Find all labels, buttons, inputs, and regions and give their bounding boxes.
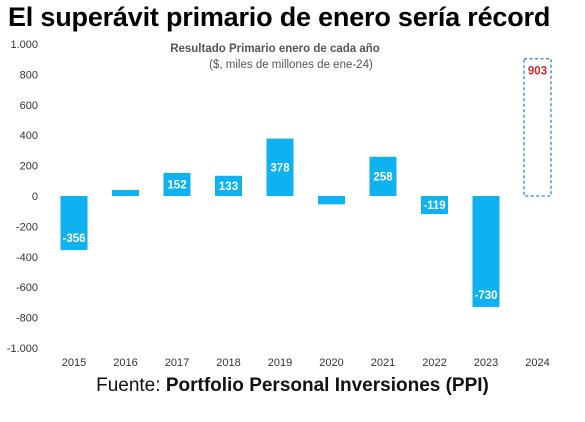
data-label: 152 [167, 179, 186, 191]
data-label: 378 [270, 162, 290, 174]
bar [163, 172, 191, 196]
source-name: Portfolio Personal Inversiones (PPI) [165, 375, 489, 396]
y-axis-ticks: 1.000 800 600 400 200 0 -200 -400 -600 -800 -1.000 [7, 39, 38, 355]
y-tick-label: -600 [16, 282, 38, 294]
bar [266, 138, 294, 196]
chart-title: Resultado Primario enero de cada año [170, 43, 380, 55]
x-tick-label: 2020 [319, 357, 343, 369]
bar [472, 196, 500, 307]
y-tick-label: 0 [32, 191, 38, 203]
y-tick-label: 1.000 [10, 39, 38, 51]
bar [318, 196, 345, 205]
bar [112, 189, 139, 196]
x-tick-label: 2016 [113, 357, 137, 369]
x-tick-label: 2018 [216, 357, 240, 369]
y-tick-label: -1.000 [7, 343, 38, 355]
x-tick-label: 2023 [474, 357, 498, 369]
x-tick-label: 2021 [371, 357, 395, 369]
x-tick-label: 2019 [268, 357, 292, 369]
x-tick-label: 2017 [165, 357, 189, 369]
bar [60, 196, 88, 251]
source-note: Fuente: Portfolio Personal Inversiones (… [0, 375, 585, 397]
y-tick-label: 200 [20, 161, 38, 173]
x-tick-label: 2022 [422, 357, 446, 369]
y-tick-label: 600 [20, 100, 38, 112]
y-tick-label: 800 [20, 69, 38, 81]
bar [215, 175, 242, 196]
x-axis-ticks: 2015 2016 2017 2018 2019 2020 2021 2022 2023 2024 [62, 357, 550, 369]
bars [60, 58, 552, 307]
bar [421, 196, 448, 215]
data-label: -730 [474, 290, 497, 302]
data-label: -356 [62, 233, 85, 245]
headline: El superávit primario de enero sería réc… [8, 2, 551, 32]
chart-subtitle: ($, miles de millones de ene-24) [209, 59, 373, 71]
y-tick-label: -800 [16, 313, 38, 325]
y-tick-label: -200 [16, 221, 38, 233]
data-label: -119 [423, 200, 445, 212]
data-label: 258 [373, 171, 393, 183]
source-prefix: Fuente: [96, 375, 166, 396]
x-tick-label: 2024 [525, 357, 549, 369]
y-tick-label: 400 [20, 130, 38, 142]
data-label: 133 [219, 181, 238, 193]
data-label: 903 [528, 66, 547, 78]
data-labels: -356 152 133 378 258 -119 -730 903 [62, 66, 547, 302]
bar [369, 156, 397, 196]
bar-projection [523, 58, 552, 197]
y-tick-label: -400 [16, 252, 38, 264]
x-tick-label: 2015 [62, 357, 86, 369]
